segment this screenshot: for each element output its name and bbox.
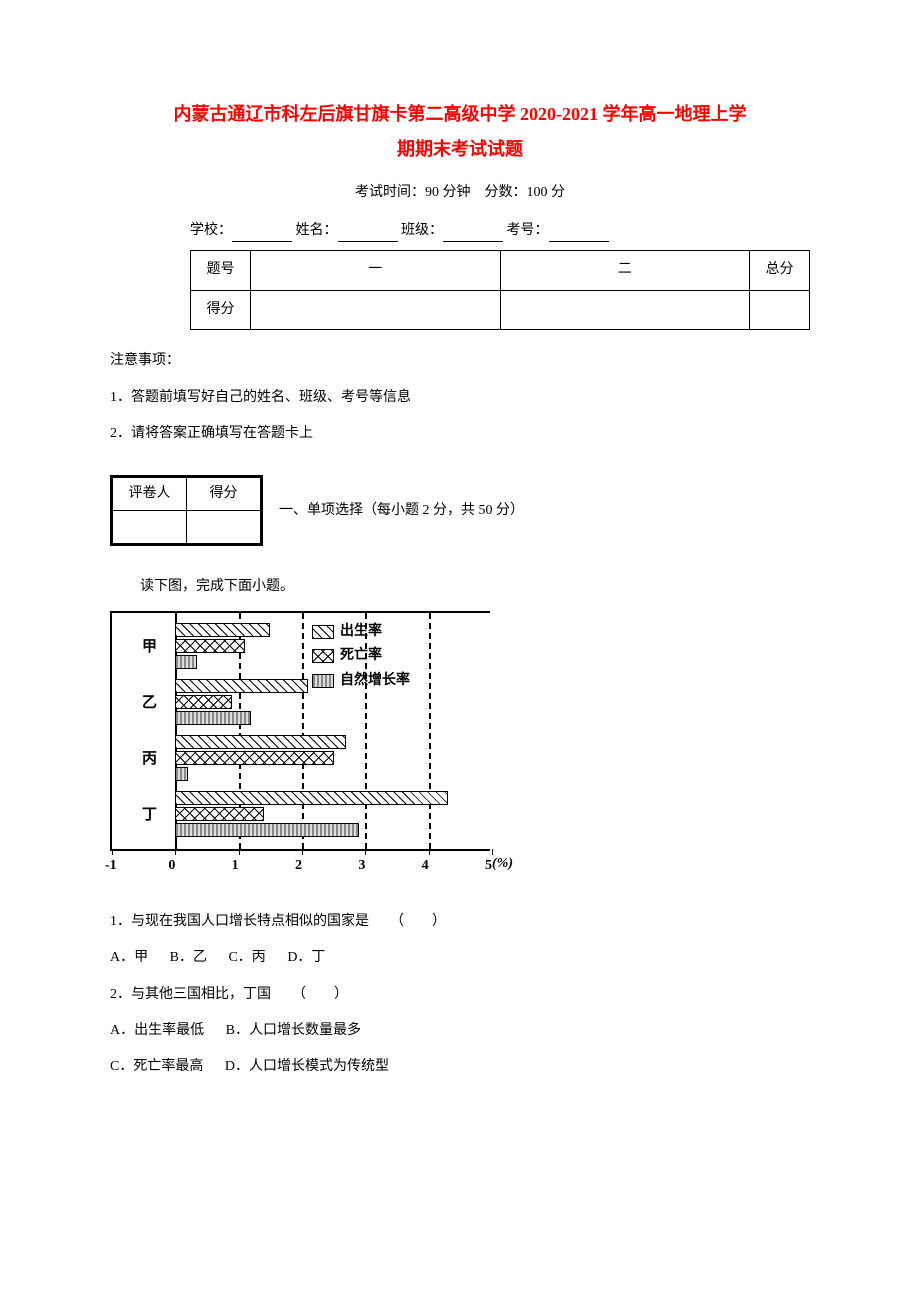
y-label: 乙 xyxy=(142,691,157,715)
legend-birth: 出生率 xyxy=(312,621,410,643)
bar xyxy=(175,807,264,821)
bar xyxy=(175,791,447,805)
question-1: 1．与现在我国人口增长特点相似的国家是 （ ） xyxy=(110,911,810,933)
score-row1-c1: 一 xyxy=(251,251,501,290)
x-tick: 2 xyxy=(295,855,302,877)
legend-text-growth: 自然增长率 xyxy=(340,670,410,692)
chart: 出生率 死亡率 自然增长率 甲乙丙丁 (%) -1012345 xyxy=(110,611,530,891)
label-name: 姓名： xyxy=(296,223,338,238)
question-intro: 读下图，完成下面小题。 xyxy=(140,576,810,598)
score-row2-label: 得分 xyxy=(191,290,251,329)
title-line1: 内蒙古通辽市科左后旗甘旗卡第二高级中学 2020-2021 学年高一地理上学 xyxy=(110,100,810,129)
x-tick: -1 xyxy=(105,855,117,877)
grid-line xyxy=(429,613,431,849)
bar xyxy=(175,823,359,837)
legend-swatch-growth xyxy=(312,674,334,688)
y-label: 甲 xyxy=(142,635,157,659)
bar xyxy=(175,767,188,781)
q2-opt-d: D．人口增长模式为传统型 xyxy=(225,1059,389,1074)
q1-opt-d: D．丁 xyxy=(287,950,325,965)
blank-name xyxy=(338,226,398,242)
label-school: 学校： xyxy=(190,223,232,238)
legend-swatch-birth xyxy=(312,625,334,639)
notice-title: 注意事项： xyxy=(110,350,810,372)
blank-class xyxy=(443,226,503,242)
grader-blank1 xyxy=(112,511,187,545)
grader-c1: 评卷人 xyxy=(112,477,187,511)
score-row1-c2: 二 xyxy=(500,251,750,290)
tick-mark xyxy=(365,849,366,855)
x-tick: 3 xyxy=(358,855,365,877)
tick-mark xyxy=(239,849,240,855)
label-class: 班级： xyxy=(401,223,443,238)
section-header: 评卷人 得分 一、单项选择（每小题 2 分，共 50 分） xyxy=(110,475,810,546)
score-row1-label: 题号 xyxy=(191,251,251,290)
q1-opt-b: B．乙 xyxy=(170,950,207,965)
chart-legend: 出生率 死亡率 自然增长率 xyxy=(312,621,410,694)
score-row2-c2 xyxy=(500,290,750,329)
q2-opt-b: B．人口增长数量最多 xyxy=(226,1023,361,1038)
bar xyxy=(175,679,308,693)
bar xyxy=(175,639,245,653)
notice-item-2: 2．请将答案正确填写在答题卡上 xyxy=(110,423,810,445)
info-blanks: 学校： 姓名： 班级： 考号： xyxy=(110,220,810,242)
q2-opt-c: C．死亡率最高 xyxy=(110,1059,203,1074)
x-tick: 0 xyxy=(168,855,175,877)
q1-opt-c: C．丙 xyxy=(228,950,265,965)
grader-table: 评卷人 得分 xyxy=(110,475,263,546)
bar xyxy=(175,751,333,765)
x-tick: 4 xyxy=(422,855,429,877)
question-2: 2．与其他三国相比，丁国 （ ） xyxy=(110,984,810,1006)
grader-blank2 xyxy=(187,511,262,545)
label-examno: 考号： xyxy=(507,223,549,238)
legend-death: 死亡率 xyxy=(312,645,410,667)
exam-info: 考试时间：90 分钟 分数：100 分 xyxy=(110,182,810,204)
y-label: 丙 xyxy=(142,747,157,771)
legend-text-birth: 出生率 xyxy=(340,621,382,643)
legend-swatch-death xyxy=(312,649,334,663)
bar xyxy=(175,623,270,637)
grid-line xyxy=(365,613,367,849)
x-unit-label: (%) xyxy=(492,853,513,875)
question-2-options-row1: A．出生率最低 B．人口增长数量最多 xyxy=(110,1020,810,1042)
score-row2-c1 xyxy=(251,290,501,329)
x-tick: 5 xyxy=(485,855,492,877)
q2-opt-a: A．出生率最低 xyxy=(110,1023,204,1038)
legend-growth: 自然增长率 xyxy=(312,670,410,692)
grader-c2: 得分 xyxy=(187,477,262,511)
bar xyxy=(175,711,251,725)
chart-plot: 出生率 死亡率 自然增长率 甲乙丙丁 xyxy=(110,611,490,851)
question-1-options: A．甲 B．乙 C．丙 D．丁 xyxy=(110,947,810,969)
question-2-options-row2: C．死亡率最高 D．人口增长模式为传统型 xyxy=(110,1056,810,1078)
title-line2: 期期末考试试题 xyxy=(110,135,810,164)
tick-mark xyxy=(302,849,303,855)
blank-examno xyxy=(549,226,609,242)
notice-item-1: 1．答题前填写好自己的姓名、班级、考号等信息 xyxy=(110,387,810,409)
blank-school xyxy=(232,226,292,242)
q1-opt-a: A．甲 xyxy=(110,950,148,965)
bar xyxy=(175,695,232,709)
score-table: 题号 一 二 总分 得分 xyxy=(190,250,810,330)
y-label: 丁 xyxy=(142,803,157,827)
bar xyxy=(175,735,346,749)
legend-text-death: 死亡率 xyxy=(340,645,382,667)
x-tick: 1 xyxy=(232,855,239,877)
score-row2-total xyxy=(750,290,810,329)
section1-label: 一、单项选择（每小题 2 分，共 50 分） xyxy=(279,500,524,522)
score-row1-total: 总分 xyxy=(750,251,810,290)
bar xyxy=(175,655,197,669)
tick-mark xyxy=(429,849,430,855)
grid-line xyxy=(302,613,304,849)
tick-mark xyxy=(175,849,176,855)
